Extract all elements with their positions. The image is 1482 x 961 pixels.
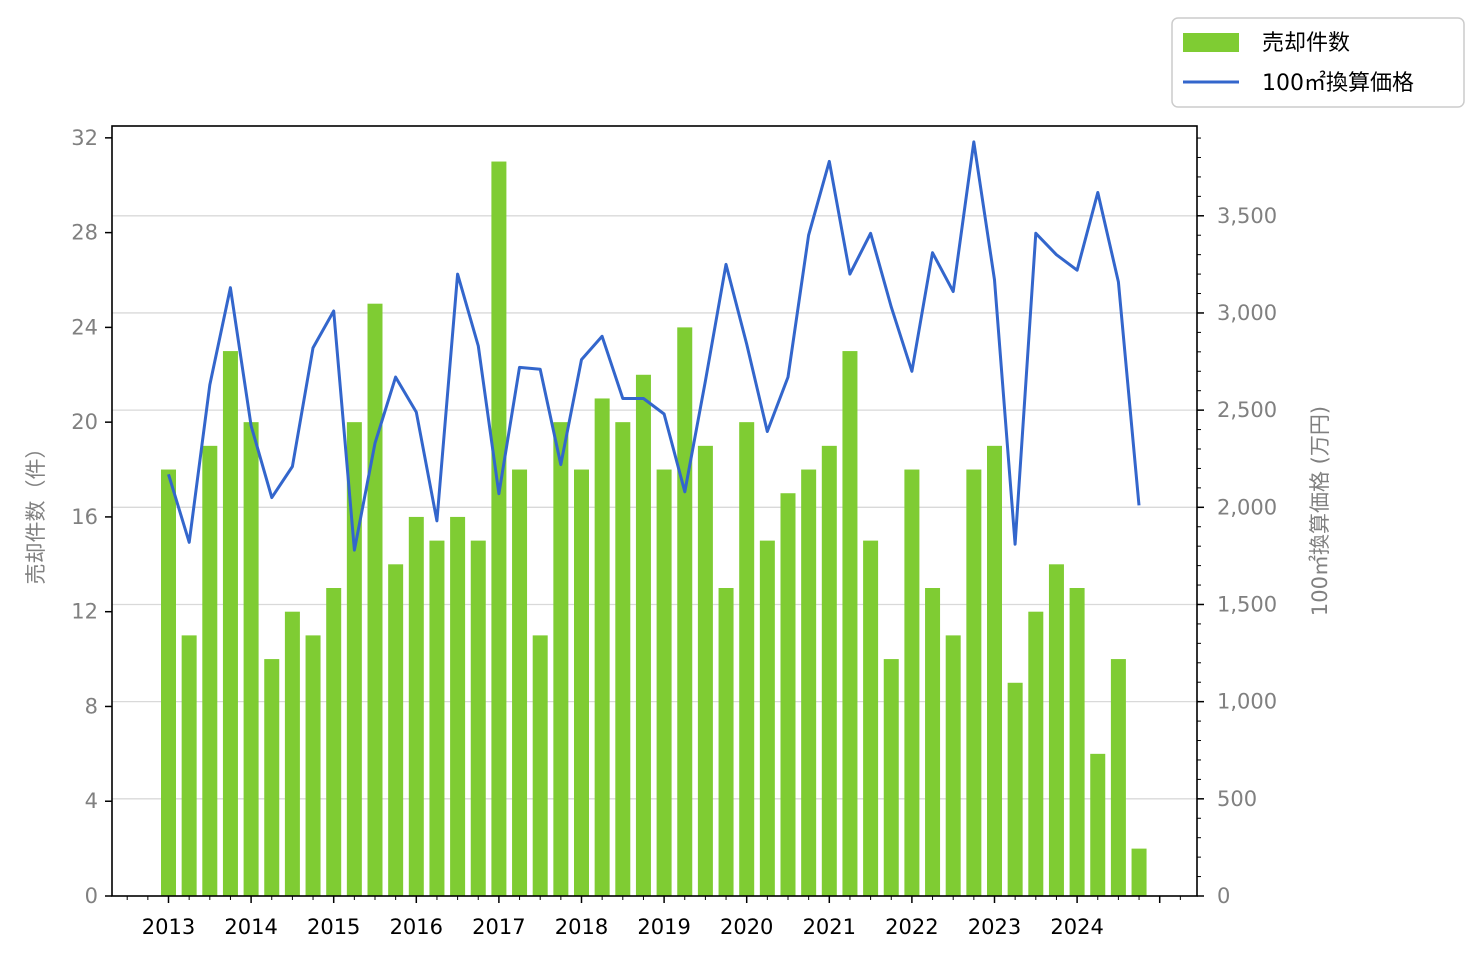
- x-tick-label: 2013: [142, 915, 195, 939]
- plot-frame: [111, 125, 1198, 897]
- x-tick-label: 2020: [720, 915, 773, 939]
- bar: [1028, 611, 1044, 896]
- x-tick-label: 2023: [968, 915, 1021, 939]
- bar: [780, 493, 796, 896]
- bar: [367, 303, 383, 896]
- y-tick-label: 24: [71, 315, 98, 339]
- y2-tick-label: 3,500: [1217, 204, 1277, 228]
- y-axis-label: 売却件数（件）: [24, 438, 48, 585]
- bar: [181, 635, 197, 896]
- bar: [284, 611, 300, 896]
- bar: [512, 469, 528, 896]
- bar: [594, 398, 610, 896]
- bar: [326, 588, 342, 896]
- y2-axis-label: 100㎡換算価格 (万円): [1308, 406, 1332, 616]
- bar: [925, 588, 941, 896]
- y-tick-label: 20: [71, 410, 98, 434]
- x-tick-label: 2022: [885, 915, 938, 939]
- legend-label-line: 100㎡換算価格: [1262, 70, 1414, 96]
- bar: [574, 469, 589, 896]
- x-tick-label: 2014: [224, 915, 277, 939]
- x-tick-label: 2016: [390, 915, 443, 939]
- bar-series: [161, 161, 1147, 897]
- bar: [408, 516, 424, 896]
- bar: [739, 422, 755, 896]
- bar: [842, 351, 858, 897]
- bar: [1048, 564, 1064, 896]
- y2-tick-label: 2,500: [1217, 398, 1277, 422]
- x-tick-label: 2017: [472, 915, 525, 939]
- x-tick-label: 2019: [637, 915, 690, 939]
- y-tick-label: 12: [71, 600, 98, 624]
- legend-label-bars: 売却件数: [1262, 31, 1350, 56]
- bar: [1131, 848, 1147, 896]
- y-tick-label: 16: [71, 505, 98, 529]
- line-series: [167, 140, 1141, 552]
- bar: [305, 635, 321, 896]
- bar: [1007, 682, 1023, 896]
- y2-tick-label: 1,000: [1217, 690, 1277, 714]
- legend-frame: [1171, 17, 1465, 108]
- bar: [883, 659, 899, 896]
- bar: [945, 635, 961, 896]
- bar: [1110, 659, 1126, 896]
- y2-tick-label: 500: [1217, 787, 1257, 811]
- bar: [656, 469, 672, 896]
- bar: [553, 422, 569, 896]
- y2-tick-label: 2,000: [1217, 495, 1277, 519]
- bar: [759, 540, 775, 896]
- y-tick-label: 28: [71, 221, 98, 245]
- y2-tick-label: 0: [1217, 884, 1230, 908]
- bar: [532, 635, 548, 896]
- bar: [470, 540, 486, 896]
- bar: [987, 445, 1002, 896]
- bar: [615, 422, 631, 896]
- bar: [677, 327, 693, 896]
- bar: [718, 588, 734, 896]
- bar: [346, 422, 362, 896]
- y2-tick-label: 3,000: [1217, 301, 1277, 325]
- y-tick-label: 32: [71, 126, 98, 150]
- y-tick-label: 4: [85, 789, 98, 813]
- bar: [966, 469, 982, 896]
- y-tick-label: 8: [85, 694, 98, 718]
- bar: [161, 469, 176, 896]
- bar: [697, 445, 713, 896]
- bar: [429, 540, 445, 896]
- bar: [904, 469, 920, 896]
- bar: [801, 469, 817, 896]
- right-axis: 0 500 1,000 1,500 2,000 2,500 3,000 3,500: [1197, 137, 1277, 908]
- bar: [243, 422, 259, 896]
- x-tick-label: 2024: [1050, 915, 1103, 939]
- x-tick-label: 2021: [803, 915, 856, 939]
- bar: [491, 161, 507, 897]
- bar: [450, 516, 466, 896]
- bar: [863, 540, 879, 896]
- legend-swatch-bars: [1183, 33, 1239, 52]
- bar: [202, 445, 218, 896]
- price-line: [167, 140, 1141, 552]
- x-axis: 2013 2014 2015 2016 2017 2018 2019 2020 2021 2022…: [126, 896, 1181, 939]
- bar: [635, 374, 651, 896]
- y-tick-label: 0: [85, 884, 98, 908]
- bar: [264, 659, 280, 896]
- legend: 売却件数 100㎡換算価格: [1171, 17, 1465, 108]
- bar: [821, 445, 837, 896]
- bar: [1090, 753, 1106, 896]
- x-tick-label: 2015: [307, 915, 360, 939]
- x-tick-label: 2018: [555, 915, 608, 939]
- bar: [222, 351, 238, 897]
- y2-tick-label: 1,500: [1217, 592, 1277, 616]
- bar: [388, 564, 404, 896]
- bar: [1069, 588, 1085, 896]
- left-axis: 0 4 8 12 16 20 24 28 32: [71, 126, 112, 908]
